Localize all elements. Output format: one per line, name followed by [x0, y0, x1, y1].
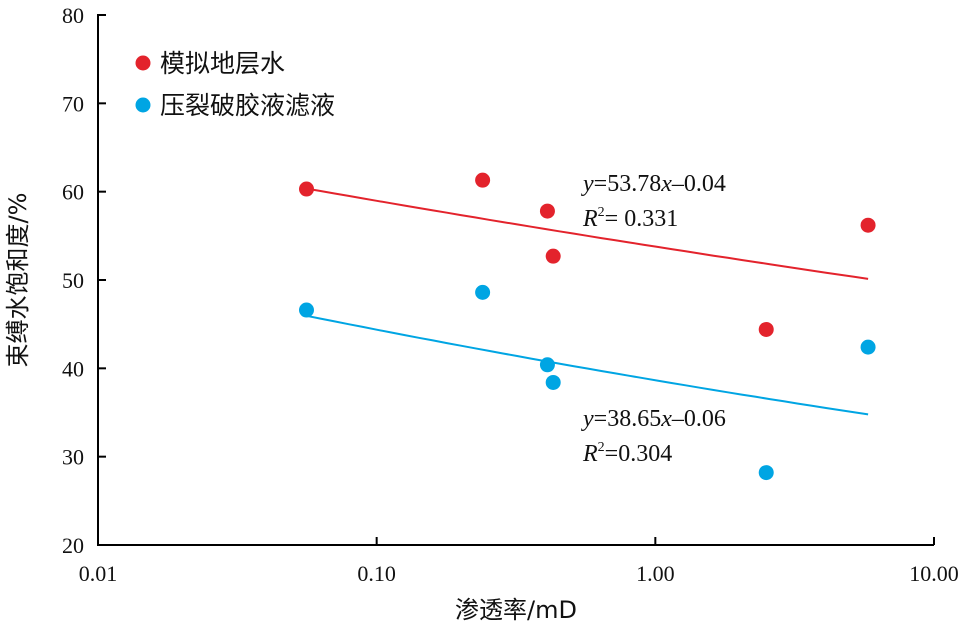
- r2a-symbol: R: [582, 206, 598, 232]
- r2-formation-water: R2= 0.331: [582, 205, 678, 232]
- legend-label-fracturing-filtrate: 压裂破胶液滤液: [160, 91, 335, 120]
- equation-fracturing-filtrate: y=38.65x–0.06: [581, 406, 726, 432]
- legend-marker-formation-water: [135, 55, 151, 71]
- trendline-series-1: [306, 314, 869, 416]
- y-tick-label: 70: [62, 91, 84, 116]
- r2-fracturing-filtrate: R2=0.304: [582, 440, 672, 467]
- trendline-series-0: [306, 187, 869, 280]
- legend: 模拟地层水 压裂破胶液滤液: [135, 49, 335, 120]
- eq2-coef: =38.65: [594, 406, 662, 432]
- x-tick-label: 1.00: [636, 561, 675, 586]
- y-axis-title: 束缚水饱和度/%: [4, 193, 32, 368]
- equation-annotation-formation-water: y=53.78x–0.04 R2= 0.331: [581, 171, 726, 232]
- data-point-series-0: [758, 321, 774, 337]
- data-point-series-1: [758, 465, 774, 481]
- r2a-value: = 0.331: [605, 206, 679, 232]
- eq2-exp: –0.06: [671, 406, 726, 432]
- equation-annotation-fracturing-filtrate: y=38.65x–0.06 R2=0.304: [581, 406, 726, 467]
- equation-formation-water: y=53.78x–0.04: [581, 171, 726, 197]
- y-ticks: 20 30 40 50 60 70 80: [62, 3, 106, 558]
- data-point-series-1: [475, 284, 491, 300]
- data-point-series-0: [298, 181, 314, 197]
- data-point-series-0: [539, 203, 555, 219]
- r2b-value: =0.304: [605, 441, 673, 467]
- x-ticks: 0.01 0.10 1.00 10.00: [79, 537, 959, 586]
- x-tick-label: 0.01: [79, 561, 118, 586]
- y-tick-label: 60: [62, 180, 84, 205]
- r2a-power: 2: [598, 205, 605, 220]
- y-tick-label: 20: [62, 533, 84, 558]
- y-tick-label: 80: [62, 3, 84, 28]
- eq1-coef: =53.78: [594, 171, 662, 197]
- data-point-series-0: [545, 248, 561, 264]
- eq2-x: x: [660, 406, 672, 432]
- trendlines: [306, 187, 869, 416]
- data-points: [298, 172, 876, 481]
- data-point-series-0: [860, 217, 876, 233]
- eq1-y: y: [581, 171, 594, 197]
- data-point-series-1: [539, 357, 555, 373]
- legend-label-formation-water: 模拟地层水: [160, 49, 285, 78]
- x-tick-label: 10.00: [909, 561, 959, 586]
- data-point-series-0: [475, 172, 491, 188]
- eq1-exp: –0.04: [671, 171, 726, 197]
- x-tick-label: 0.10: [357, 561, 396, 586]
- r2b-power: 2: [598, 440, 605, 455]
- y-tick-label: 30: [62, 445, 84, 470]
- legend-marker-fracturing-filtrate: [135, 97, 151, 113]
- eq2-y: y: [581, 406, 594, 432]
- x-axis-title: 渗透率/mD: [455, 596, 577, 624]
- data-point-series-1: [545, 374, 561, 390]
- y-tick-label: 40: [62, 356, 84, 381]
- data-point-series-1: [860, 339, 876, 355]
- data-point-series-1: [298, 302, 314, 318]
- y-tick-label: 50: [62, 268, 84, 293]
- eq1-x: x: [660, 171, 672, 197]
- r2b-symbol: R: [582, 441, 598, 467]
